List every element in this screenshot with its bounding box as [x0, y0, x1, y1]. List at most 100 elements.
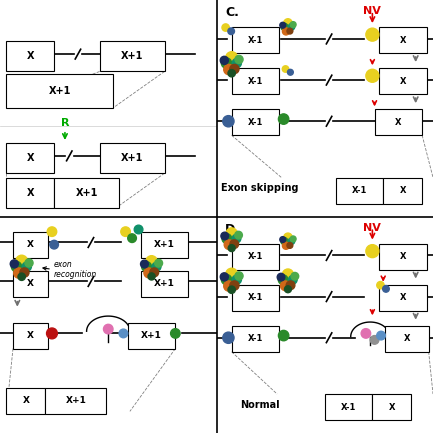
Text: X-1: X-1 — [341, 403, 356, 411]
Bar — [6, 143, 54, 173]
Bar — [232, 285, 279, 311]
Circle shape — [278, 330, 289, 341]
Bar — [6, 388, 45, 414]
Bar — [385, 326, 429, 352]
Circle shape — [226, 268, 238, 280]
Bar — [232, 326, 279, 352]
Circle shape — [22, 262, 32, 271]
Bar — [54, 178, 119, 208]
Circle shape — [134, 225, 143, 234]
Circle shape — [226, 52, 238, 64]
Circle shape — [25, 259, 33, 267]
Circle shape — [286, 281, 295, 290]
Bar — [6, 41, 54, 71]
Circle shape — [232, 58, 242, 68]
Circle shape — [282, 242, 290, 249]
Bar — [379, 27, 427, 53]
Circle shape — [222, 24, 229, 31]
Text: X-1: X-1 — [248, 77, 263, 86]
Circle shape — [366, 28, 379, 41]
Circle shape — [142, 262, 152, 271]
Bar — [45, 388, 106, 414]
Circle shape — [284, 286, 291, 293]
Circle shape — [288, 69, 293, 75]
Text: X+1: X+1 — [121, 51, 143, 61]
Circle shape — [155, 259, 162, 267]
Circle shape — [232, 234, 241, 243]
Text: exon
recognition: exon recognition — [54, 260, 97, 279]
Circle shape — [287, 242, 293, 249]
Bar — [141, 271, 188, 297]
Circle shape — [221, 232, 229, 240]
Text: X: X — [399, 77, 406, 86]
Circle shape — [224, 65, 234, 75]
Circle shape — [220, 273, 228, 281]
Bar — [141, 232, 188, 258]
Circle shape — [280, 23, 286, 28]
Bar — [13, 323, 48, 349]
Circle shape — [171, 329, 180, 338]
Bar — [13, 271, 48, 297]
Bar — [336, 178, 383, 204]
Text: X: X — [26, 153, 34, 163]
Text: X+1: X+1 — [141, 331, 162, 340]
Text: X: X — [388, 403, 395, 411]
Circle shape — [230, 240, 239, 249]
Circle shape — [291, 272, 299, 280]
Circle shape — [144, 268, 154, 278]
Circle shape — [235, 272, 243, 280]
Circle shape — [47, 227, 57, 236]
Bar — [100, 143, 165, 173]
Text: Exon skipping: Exon skipping — [221, 183, 298, 194]
Circle shape — [223, 116, 234, 127]
Circle shape — [14, 268, 24, 278]
Text: X: X — [399, 252, 406, 261]
Circle shape — [221, 58, 232, 68]
Circle shape — [226, 228, 237, 239]
Text: X-1: X-1 — [352, 186, 367, 195]
Circle shape — [383, 285, 389, 292]
Circle shape — [278, 275, 288, 284]
Text: Normal: Normal — [240, 400, 280, 410]
Circle shape — [50, 240, 58, 249]
Circle shape — [150, 268, 158, 277]
Circle shape — [228, 28, 235, 35]
Text: C.: C. — [225, 6, 239, 19]
Text: X: X — [27, 331, 34, 340]
Text: X-1: X-1 — [248, 118, 263, 127]
Circle shape — [121, 227, 130, 236]
Circle shape — [146, 255, 157, 267]
Text: X+1: X+1 — [154, 240, 175, 249]
Circle shape — [128, 234, 136, 242]
Circle shape — [223, 332, 234, 343]
Text: X-1: X-1 — [248, 293, 263, 302]
Circle shape — [377, 331, 385, 340]
Circle shape — [20, 268, 29, 277]
Circle shape — [280, 237, 286, 242]
Text: NV: NV — [363, 6, 381, 16]
Circle shape — [281, 281, 290, 291]
Text: X: X — [399, 36, 406, 45]
Circle shape — [18, 273, 25, 281]
Circle shape — [16, 255, 28, 267]
Circle shape — [282, 269, 294, 280]
Text: X: X — [26, 51, 34, 61]
Text: X: X — [26, 187, 34, 198]
Bar — [232, 68, 279, 94]
Circle shape — [282, 66, 289, 72]
Circle shape — [152, 262, 161, 271]
Circle shape — [224, 281, 234, 291]
Bar — [383, 178, 422, 204]
Text: X+1: X+1 — [75, 187, 98, 198]
Bar — [128, 323, 175, 349]
Bar — [6, 74, 113, 108]
Bar — [232, 27, 279, 53]
Text: X: X — [27, 279, 34, 288]
Circle shape — [232, 275, 242, 284]
Circle shape — [228, 286, 236, 294]
Circle shape — [288, 238, 295, 244]
Circle shape — [228, 70, 236, 77]
Circle shape — [370, 336, 379, 344]
Circle shape — [288, 275, 297, 284]
Circle shape — [278, 114, 289, 124]
